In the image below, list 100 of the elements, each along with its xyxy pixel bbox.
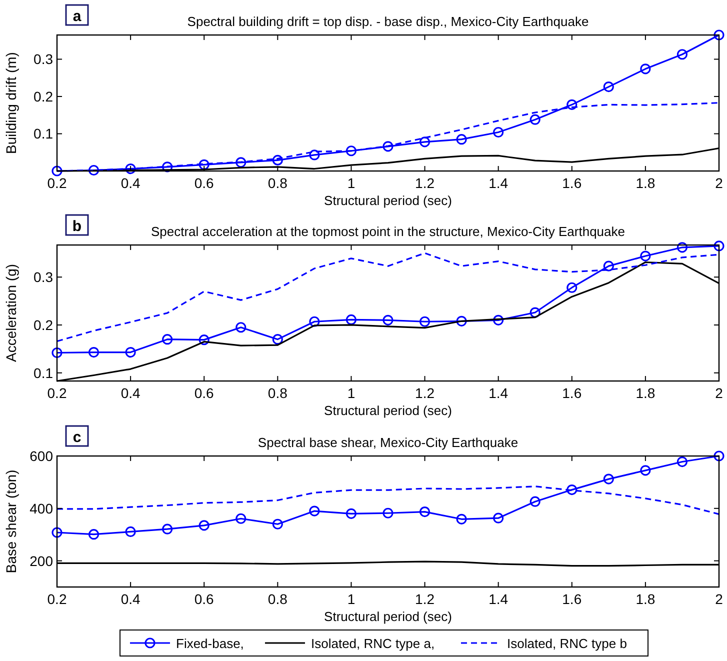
x-tick-label: 1	[347, 385, 356, 401]
x-tick-label: 0.8	[268, 385, 288, 401]
point	[640, 465, 651, 476]
point	[456, 316, 467, 326]
x-tick-label: 0.6	[194, 591, 214, 607]
legend-label: Isolated, RNC type b	[507, 636, 627, 651]
point	[198, 334, 210, 346]
x-tick-label: 0.6	[194, 385, 214, 401]
point	[530, 496, 540, 507]
x-tick-label: 0.8	[268, 591, 288, 607]
point	[419, 136, 430, 148]
point	[714, 30, 724, 40]
point	[52, 347, 62, 358]
y-axis-title: Building drift (m)	[3, 52, 19, 154]
point	[676, 242, 688, 253]
point	[346, 146, 357, 156]
y-axis-title: Base shear (ton)	[3, 470, 19, 574]
point	[88, 529, 100, 540]
point	[236, 322, 246, 333]
x-tick-label: 0.2	[47, 591, 67, 607]
point	[640, 64, 651, 74]
point	[382, 508, 394, 518]
y-tick-label: 0.3	[34, 51, 54, 68]
x-tick-label: 1.2	[415, 591, 435, 607]
point	[382, 314, 394, 326]
x-tick-label: 0.6	[194, 175, 214, 191]
y-tick-label: 400	[30, 500, 54, 516]
point	[566, 484, 578, 496]
x-tick-label: 1.6	[562, 591, 582, 607]
point	[493, 512, 504, 524]
text: c	[72, 429, 82, 446]
point	[603, 81, 614, 92]
chart-title: Spectral base shear, Mexico-City Earthquake	[258, 435, 518, 450]
point	[125, 163, 136, 174]
point	[419, 316, 430, 327]
x-tick-label: 2	[715, 175, 724, 191]
point	[493, 314, 504, 326]
x-tick-label: 0.4	[120, 385, 140, 401]
point	[272, 518, 283, 530]
point	[52, 527, 62, 538]
point	[382, 141, 394, 152]
point	[346, 508, 357, 519]
x-tick-label: 1.8	[636, 591, 656, 607]
y-tick-label: 0.1	[34, 126, 54, 142]
x-tick-label: 1.8	[636, 175, 656, 191]
y-tick-label: 0.2	[34, 88, 54, 104]
point	[272, 154, 283, 166]
x-tick-label: 0.2	[47, 175, 67, 191]
x-axis-title: Structural period (sec)	[324, 609, 452, 624]
point	[162, 334, 173, 345]
point	[198, 520, 210, 531]
point	[198, 159, 210, 170]
point	[272, 334, 283, 345]
y-tick-label: 0.3	[34, 269, 54, 286]
x-tick-label: 1.2	[415, 175, 435, 191]
x-tick-label: 0.4	[120, 591, 140, 607]
x-tick-label: 1.4	[488, 591, 508, 607]
chart-title: Spectral acceleration at the topmost point in the structure, Mexico-City Earthquake	[150, 224, 626, 239]
point	[603, 260, 614, 272]
point	[640, 250, 651, 262]
point	[236, 513, 246, 524]
point	[346, 314, 357, 326]
x-tick-label: 0.2	[47, 385, 67, 401]
legend-label: Isolated, RNC type a,	[311, 636, 435, 651]
point	[162, 162, 173, 172]
point	[309, 506, 320, 516]
point	[493, 126, 504, 138]
point	[714, 240, 724, 252]
point	[309, 150, 320, 160]
point	[566, 99, 578, 110]
x-tick-label: 1.6	[562, 175, 582, 191]
point	[236, 157, 246, 168]
point	[676, 456, 688, 468]
legend-label: Fixed-base,	[176, 636, 244, 651]
point	[530, 114, 540, 125]
x-tick-label: 1.4	[488, 385, 508, 401]
x-tick-label: 0.4	[120, 175, 140, 191]
point	[456, 134, 467, 145]
point	[419, 506, 430, 518]
x-tick-label: 1.8	[636, 385, 656, 401]
point	[52, 166, 62, 176]
x-tick-label: 2	[715, 385, 724, 401]
point	[88, 346, 100, 358]
point	[603, 474, 614, 484]
y-tick-label: 600	[30, 448, 54, 464]
point	[676, 49, 688, 60]
x-axis-title: Structural period (sec)	[324, 403, 452, 418]
x-tick-label: 2	[715, 591, 724, 607]
x-tick-label: 1.2	[415, 385, 435, 401]
chart-title: Spectral building drift = top disp. - base disp., Mexico-City Earthquake	[187, 14, 589, 29]
point	[530, 307, 540, 318]
point	[566, 282, 578, 293]
x-tick-label: 1.4	[488, 175, 508, 191]
point	[309, 316, 320, 327]
x-tick-label: 1	[347, 175, 356, 191]
y-axis-title: Acceleration (g)	[3, 264, 19, 362]
x-tick-label: 0.8	[268, 175, 288, 191]
text: b	[72, 218, 82, 235]
point	[88, 164, 100, 176]
point	[125, 526, 136, 538]
